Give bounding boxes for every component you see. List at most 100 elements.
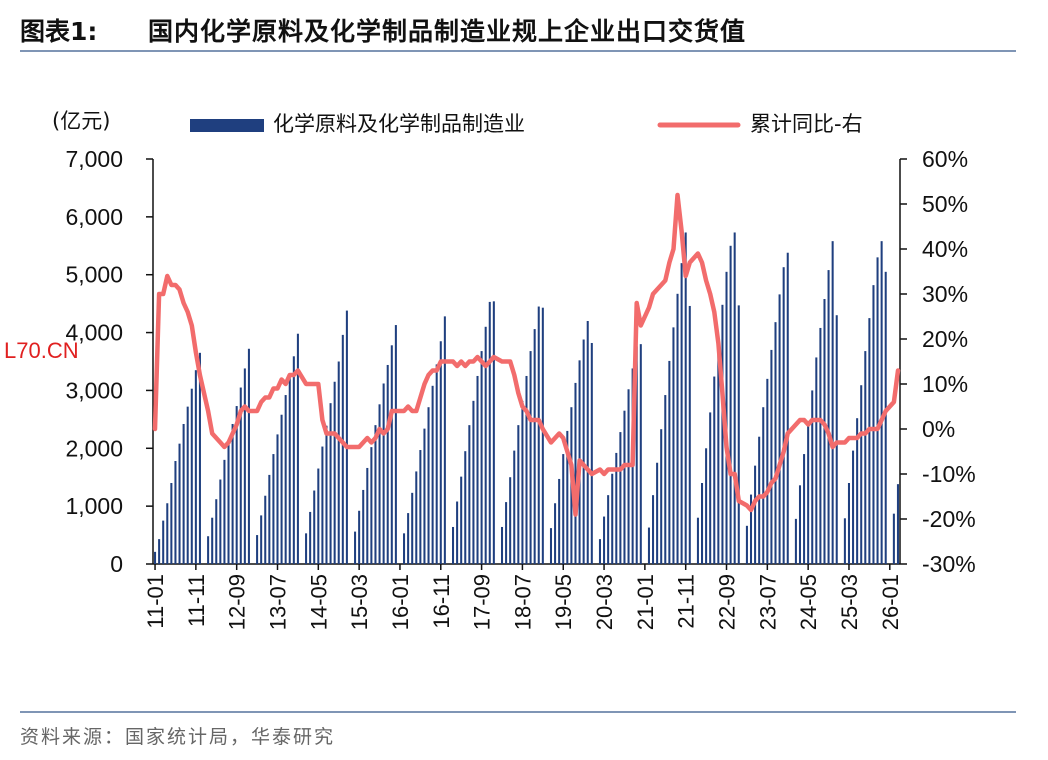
bar xyxy=(574,382,577,564)
bar xyxy=(484,326,487,564)
bar xyxy=(431,385,434,564)
bar xyxy=(194,370,197,564)
bar xyxy=(798,485,802,564)
bar xyxy=(619,432,622,564)
bar xyxy=(627,389,630,564)
bar xyxy=(407,513,410,564)
bar xyxy=(186,406,189,564)
bar xyxy=(590,342,593,564)
bar xyxy=(774,322,777,564)
bar xyxy=(554,503,557,564)
x-tick-label: 16-11 xyxy=(429,574,454,629)
right-tick-label: 60% xyxy=(922,146,968,172)
bar xyxy=(549,528,553,564)
bar xyxy=(472,400,475,564)
bar xyxy=(815,357,818,564)
bar xyxy=(411,492,414,564)
bar xyxy=(733,232,736,564)
bar xyxy=(231,423,234,564)
bar xyxy=(158,539,161,564)
right-tick-label: 10% xyxy=(922,371,968,397)
bar xyxy=(823,299,826,564)
bar xyxy=(333,381,336,564)
bar xyxy=(464,451,467,564)
bar xyxy=(207,536,210,564)
bar xyxy=(366,467,369,564)
bar xyxy=(872,285,875,564)
bar xyxy=(652,495,655,564)
bar xyxy=(394,325,397,564)
bar xyxy=(737,305,740,564)
x-tick-label: 21-11 xyxy=(674,574,699,629)
left-tick-label: 7,000 xyxy=(65,146,123,172)
bar xyxy=(803,454,806,564)
bar xyxy=(272,454,275,564)
bar xyxy=(684,232,687,564)
bar xyxy=(358,510,361,564)
bar xyxy=(794,518,797,564)
bar xyxy=(603,516,606,564)
bar xyxy=(288,375,291,564)
right-tick-label: 0% xyxy=(922,416,955,442)
left-tick-label: 6,000 xyxy=(65,204,123,230)
bar xyxy=(611,473,614,564)
bar xyxy=(284,395,287,564)
bar xyxy=(337,361,340,564)
bar xyxy=(880,241,883,564)
bar xyxy=(896,484,899,564)
bar xyxy=(509,477,512,564)
bar xyxy=(582,339,585,564)
right-tick-label: 20% xyxy=(922,326,968,352)
bar xyxy=(558,478,561,564)
bar xyxy=(668,360,671,564)
bar xyxy=(292,356,295,564)
bar xyxy=(419,450,422,564)
bar xyxy=(166,503,169,564)
bar xyxy=(688,305,691,564)
left-tick-label: 2,000 xyxy=(65,435,123,461)
bar xyxy=(701,483,704,564)
left-tick-label: 5,000 xyxy=(65,262,123,288)
bar xyxy=(868,318,871,564)
bar xyxy=(807,422,810,564)
bar xyxy=(435,364,438,564)
bar xyxy=(182,423,185,564)
legend-line-label: 累计同比-右 xyxy=(750,112,863,136)
right-tick-label: 50% xyxy=(922,191,968,217)
x-tick-label: 14-05 xyxy=(306,574,331,630)
x-tick-label: 22-09 xyxy=(715,574,740,630)
left-tick-label: 1,000 xyxy=(65,493,123,519)
bar xyxy=(876,257,879,564)
bar xyxy=(521,400,524,564)
bar xyxy=(892,513,895,564)
bar xyxy=(831,241,834,564)
bar xyxy=(860,385,863,564)
x-tick-label: 12-09 xyxy=(225,574,250,630)
bar xyxy=(296,333,299,564)
bar xyxy=(762,407,765,564)
bar xyxy=(639,344,642,564)
bar xyxy=(766,378,769,564)
bar xyxy=(856,418,859,564)
header-rule xyxy=(20,50,1016,52)
x-tick-label: 19-05 xyxy=(551,574,576,630)
x-tick-label: 26-01 xyxy=(878,574,903,630)
bar xyxy=(541,307,544,564)
bar xyxy=(517,425,520,564)
bar xyxy=(268,474,271,564)
x-tick-label: 25-03 xyxy=(837,574,862,630)
bar xyxy=(607,495,610,564)
yoy-line xyxy=(152,192,901,517)
bar xyxy=(533,329,536,564)
x-tick-label: 24-05 xyxy=(796,574,821,630)
bar xyxy=(598,539,601,564)
bar xyxy=(456,501,459,564)
bar xyxy=(227,442,230,564)
bar xyxy=(154,551,157,564)
bar xyxy=(713,376,716,564)
x-tick-label: 16-01 xyxy=(388,574,413,630)
bar xyxy=(660,429,663,564)
bar xyxy=(439,341,442,564)
bar xyxy=(452,526,455,564)
bar xyxy=(215,499,218,564)
